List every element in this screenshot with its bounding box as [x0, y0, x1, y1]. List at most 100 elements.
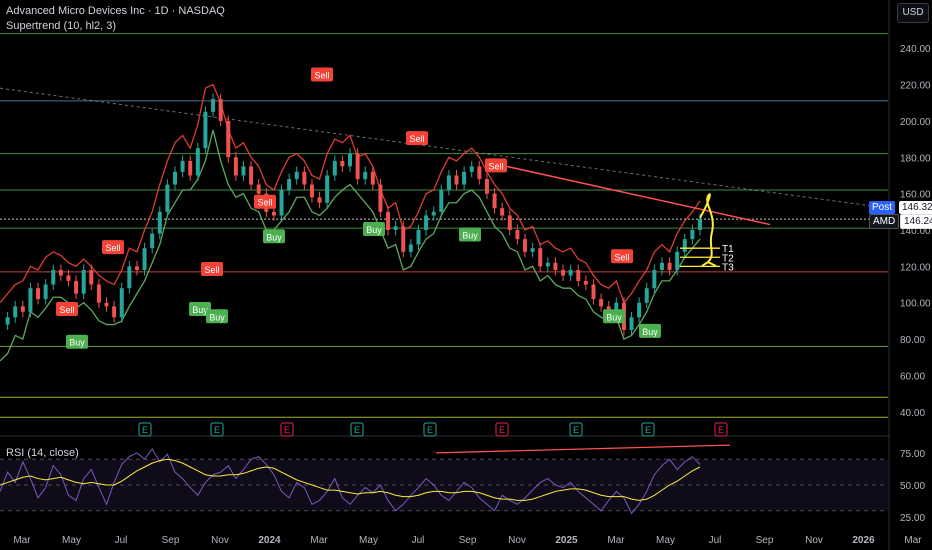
candle-body	[355, 153, 360, 180]
buy-signal-label: Buy	[192, 305, 208, 315]
rsi-label[interactable]: RSI (14, close)	[6, 447, 79, 459]
time-tick-label: Jul	[412, 535, 425, 546]
time-tick-label: 2026	[852, 535, 875, 546]
buy-signal-box	[263, 229, 285, 244]
buy-signal-box	[189, 302, 211, 316]
candle-body	[652, 270, 657, 289]
buy-signal-label: Buy	[209, 312, 225, 322]
time-tick-label: Mar	[310, 535, 328, 546]
sell-signal-label: Sell	[409, 134, 424, 144]
last-price-value: 146.24	[900, 214, 932, 229]
candle-body	[180, 160, 185, 172]
candle-body	[119, 288, 124, 318]
candle-body	[682, 239, 687, 252]
supertrend-down-line	[0, 83, 701, 305]
time-axis[interactable]: Mar May Jul Sep Nov 2024 Mar May Jul Sep Nov 2025 Ma…	[13, 535, 922, 546]
sell-signal-box	[56, 302, 78, 316]
last-price-tag: AMD 146.24	[869, 214, 932, 229]
candle-body	[637, 302, 642, 318]
candle-body	[477, 166, 482, 180]
rsi-pane	[0, 444, 888, 515]
price-tick-label: 100.00	[900, 299, 931, 310]
currency-button[interactable]: USD	[897, 3, 929, 23]
candle-body	[591, 284, 596, 300]
earnings-marker-label: E	[214, 425, 220, 435]
candle-body	[5, 317, 10, 325]
candle-body	[150, 233, 155, 249]
candle-body	[302, 171, 307, 185]
candle-body	[659, 262, 664, 270]
sell-signal-label: Sell	[59, 305, 74, 315]
candle-body	[36, 288, 41, 300]
earnings-marker-label: E	[354, 425, 360, 435]
time-tick-label: Sep	[459, 535, 477, 546]
buy-signal-label: Buy	[366, 225, 382, 235]
candle-body	[370, 171, 375, 185]
indicator-label[interactable]: Supertrend (10, hl2, 3)	[6, 20, 117, 32]
buy-signal-box	[639, 323, 661, 338]
candle-body	[386, 211, 391, 230]
time-tick-label: Nov	[508, 535, 526, 546]
candle-body	[408, 244, 413, 252]
chart-title: Advanced Micro Devices Inc · 1D · NASDAQ	[6, 5, 225, 17]
candle-body	[561, 270, 566, 276]
candle-body	[241, 166, 246, 176]
candle-body	[500, 208, 505, 216]
earnings-marker-label: E	[645, 425, 651, 435]
candle-body	[127, 266, 132, 289]
candle-body	[287, 179, 292, 190]
time-tick-label: Nov	[211, 535, 229, 546]
earnings-marker	[714, 422, 728, 437]
candle-body	[340, 160, 345, 167]
candle-body	[530, 248, 535, 252]
time-tick-label: Mar	[607, 535, 625, 546]
earnings-marker	[138, 422, 152, 437]
candle-body	[165, 184, 170, 212]
candle-body	[58, 270, 63, 276]
candle-body	[462, 171, 467, 185]
candle-body	[249, 166, 254, 185]
candle-body	[211, 99, 216, 112]
candle-body	[28, 288, 33, 312]
horizontal-levels	[0, 33, 889, 418]
price-axis[interactable]: 40.0060.0080.00100.00120.00140.00160.001…	[900, 44, 931, 524]
candle-body	[538, 248, 543, 267]
candle-body	[256, 184, 261, 194]
rsi-tick-label: 50.00	[900, 481, 925, 492]
rsi-divergence-line	[435, 444, 731, 454]
candle-body	[89, 270, 94, 285]
price-tick-label: 160.00	[900, 190, 931, 201]
candle-body	[218, 99, 223, 121]
candle-body	[378, 184, 383, 212]
candle-body	[599, 299, 604, 307]
sell-signal-box	[102, 240, 124, 255]
candle-body	[157, 211, 162, 234]
time-tick-label: Mar	[13, 535, 31, 546]
buy-signal-label: Buy	[69, 338, 85, 348]
sell-signal-box	[485, 158, 507, 173]
candle-body	[66, 275, 71, 281]
candle-body	[279, 190, 284, 216]
earnings-marker	[423, 422, 437, 437]
candle-body	[309, 184, 314, 198]
candle-body	[96, 284, 101, 303]
candle-body	[325, 175, 330, 203]
sell-signal-box	[611, 249, 633, 264]
sell-signal-label: Sell	[105, 243, 120, 253]
candle-body	[667, 262, 672, 270]
candle-body	[416, 230, 421, 245]
rsi-tick-label: 25.00	[900, 513, 925, 524]
sell-signal-box	[406, 131, 428, 146]
sell-signal-label: Sell	[257, 198, 272, 208]
candle-body	[233, 157, 238, 176]
dashed-trendline	[0, 87, 889, 209]
time-tick-label: Nov	[805, 535, 823, 546]
candle-body	[317, 197, 322, 203]
candle-body	[74, 280, 79, 294]
candle-body	[142, 248, 147, 270]
candle-body	[104, 302, 109, 307]
candle-body	[469, 166, 474, 172]
